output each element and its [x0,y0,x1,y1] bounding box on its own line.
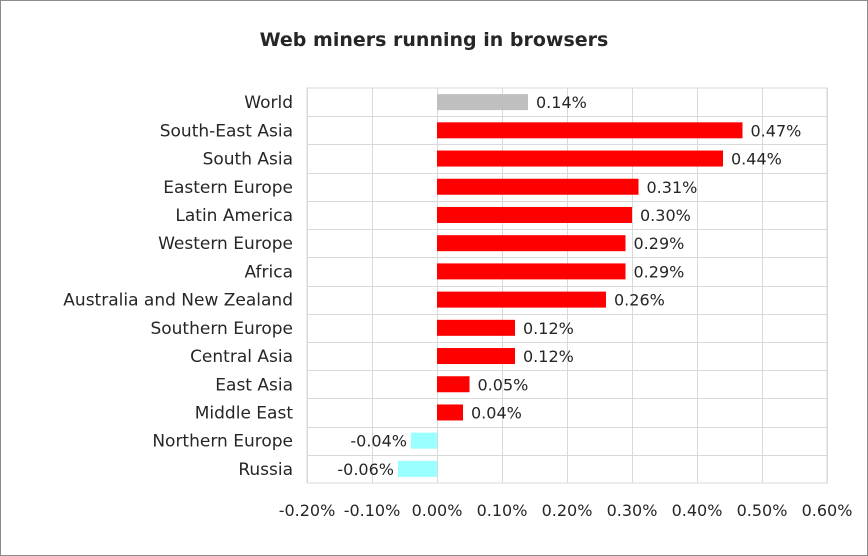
bar [398,460,437,477]
x-tick-label: 0.00% [412,501,463,520]
data-label: 0.12% [523,319,574,338]
category-label: South Asia [203,150,293,170]
bar [437,348,515,365]
x-tick-label: 0.30% [607,501,658,520]
category-label: Western Europe [158,234,293,254]
x-tick-label: 0.50% [737,501,788,520]
data-label: 0.14% [536,93,587,112]
category-label: Southern Europe [150,319,293,339]
category-label: East Asia [215,375,293,395]
data-label: 0.44% [731,150,782,169]
data-label: 0.26% [614,291,665,310]
data-label: 0.30% [640,206,691,225]
bar [437,94,528,111]
data-label: 0.12% [523,347,574,366]
data-label: 0.29% [634,262,685,281]
category-label: Africa [245,262,294,282]
bar [437,178,639,195]
category-label: Eastern Europe [163,178,293,198]
bar [411,432,437,449]
x-tick-label: 0.10% [477,501,528,520]
bar [437,235,626,252]
data-label: -0.06% [337,460,394,479]
data-label: 0.29% [634,234,685,253]
bar [437,291,606,308]
bar [437,319,515,336]
bar [437,263,626,280]
chart-title: Web miners running in browsers [259,29,609,51]
category-label: South-East Asia [160,121,293,141]
x-tick-label: 0.40% [672,501,723,520]
category-label: Northern Europe [152,432,293,452]
data-label: 0.31% [647,178,698,197]
category-label: Australia and New Zealand [63,291,293,311]
bar [437,150,723,167]
bar [437,404,463,421]
bar [437,122,743,139]
x-tick-label: 0.60% [802,501,853,520]
x-tick-label: 0.20% [542,501,593,520]
category-label: Middle East [195,403,294,423]
x-tick-label: -0.20% [279,501,336,520]
category-label: Central Asia [190,347,293,367]
category-label: Latin America [175,206,293,226]
bar [437,206,632,223]
category-label: World [244,93,293,113]
data-label: 0.04% [471,403,522,422]
data-label: 0.47% [751,121,802,140]
bar [437,376,470,393]
data-label: -0.04% [350,432,407,451]
x-tick-label: -0.10% [344,501,401,520]
data-label: 0.05% [478,375,529,394]
category-label: Russia [238,460,293,480]
